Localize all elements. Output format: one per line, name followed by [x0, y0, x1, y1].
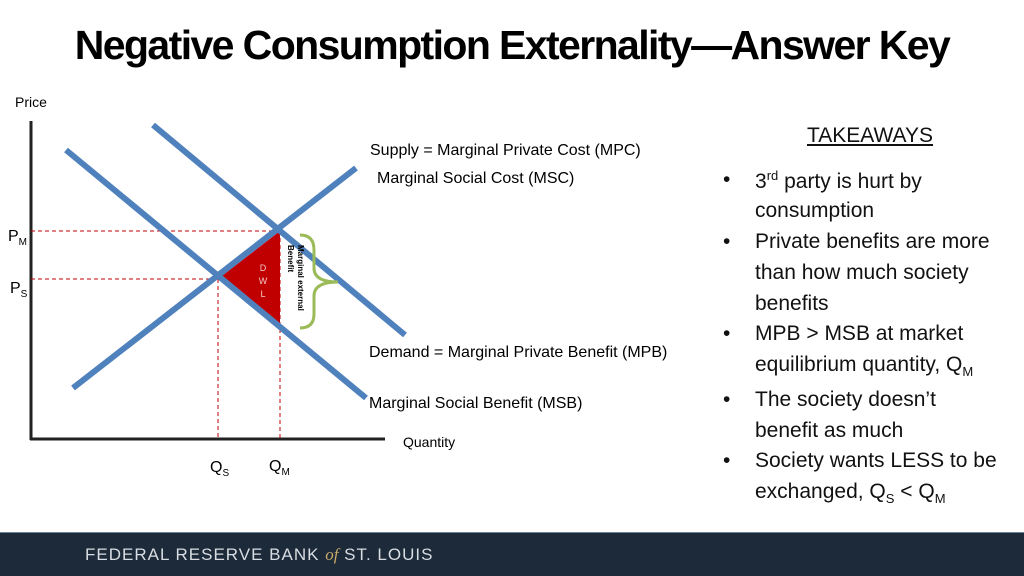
bullet-line: equilibrium quantity, QM: [755, 353, 973, 379]
bullet-text: M: [962, 363, 974, 379]
bullet-text: rd: [766, 168, 779, 183]
footer-part: ST. LOUIS: [338, 545, 433, 564]
bullet-dot: •: [723, 388, 731, 411]
label-sub: M: [281, 467, 289, 478]
supply-line: [71, 165, 358, 391]
msb-line: [64, 147, 368, 401]
curve-label: Demand = Marginal Private Benefit (MPB): [369, 344, 667, 361]
bullet-line: The society doesn’t: [755, 388, 936, 412]
bullet-text: Private benefits are more: [755, 230, 990, 253]
bullet-line: benefit as much: [755, 419, 903, 443]
label-main: Q: [210, 459, 222, 476]
price-label: PM: [8, 228, 27, 248]
label-main: P: [8, 228, 19, 245]
footer-band: [0, 532, 1024, 576]
bullet-text: Society wants LESS to be: [755, 449, 997, 472]
bullet-text: The society doesn’t: [755, 388, 936, 411]
quantity-label: QS: [210, 459, 229, 479]
curve-label: Marginal Social Cost (MSC): [377, 170, 574, 187]
slide-title: Negative Consumption Externality—Answer …: [74, 22, 951, 68]
bullet-text: benefits: [755, 291, 829, 315]
bullet-text: consumption: [755, 198, 875, 222]
bullet-line: 3rd party is hurt by: [755, 168, 922, 194]
dwl-letter: D: [260, 263, 267, 273]
bullet-text: benefit as much: [755, 418, 904, 442]
footer-of: of: [325, 545, 341, 564]
footer-part: FEDERAL RESERVE BANK: [85, 545, 325, 564]
bullet-text: party is hurt by: [778, 170, 922, 193]
y-axis-label: Price: [15, 94, 47, 110]
bullet-text: equilibrium quantity, Q: [755, 352, 963, 376]
curves: [64, 122, 407, 401]
bullet-dot: •: [723, 449, 731, 472]
bullet-text: MPB > MSB at market: [755, 322, 964, 345]
footer-text: FEDERAL RESERVE BANK of ST. LOUIS: [85, 545, 433, 564]
dwl-letter: L: [260, 289, 265, 299]
label-main: P: [10, 280, 21, 297]
takeaways-heading: TAKEAWAYS: [806, 124, 934, 147]
bullet-line: MPB > MSB at market: [755, 322, 963, 346]
bullet-dot: •: [723, 168, 731, 191]
brace-label: Marginal external: [296, 245, 305, 311]
label-sub: S: [222, 468, 229, 479]
bullet-line: Society wants LESS to be: [755, 449, 997, 473]
dwl-triangle: [218, 231, 280, 325]
bullet-dot: •: [723, 230, 731, 253]
bullet-line: than how much society: [755, 261, 969, 285]
mpb-line: [151, 122, 407, 338]
bullet-text: than how much society: [755, 260, 969, 284]
curve-label: Marginal Social Benefit (MSB): [369, 395, 582, 412]
guides: [31, 230, 281, 439]
bullet-text: exchanged, Q: [755, 479, 886, 503]
bullet-text: M: [934, 490, 946, 506]
bullet-line: Private benefits are more: [755, 230, 990, 254]
brace: [299, 233, 339, 330]
bullet-line: consumption: [755, 199, 874, 223]
bullet-line: exchanged, QS < QM: [755, 480, 946, 506]
quantity-label: QM: [269, 458, 290, 478]
label-sub: S: [21, 289, 28, 300]
bullet-text: < Q: [894, 479, 935, 503]
brace-label: Benefit: [286, 245, 295, 272]
dwl-letter: W: [259, 276, 268, 286]
curve-label: Supply = Marginal Private Cost (MPC): [370, 142, 641, 159]
label-sub: M: [19, 237, 27, 248]
x-axis-label: Quantity: [403, 434, 455, 450]
bullet-text: S: [885, 490, 895, 506]
price-label: PS: [10, 280, 28, 300]
bullet-line: benefits: [755, 292, 829, 316]
bullet-text: 3: [755, 170, 767, 193]
bullet-dot: •: [723, 322, 731, 345]
label-main: Q: [269, 458, 281, 475]
